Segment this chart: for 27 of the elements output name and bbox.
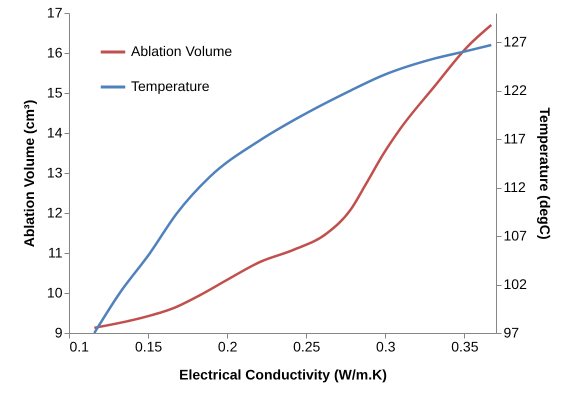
x-axis-title: Electrical Conductivity (W/m.K) [179,366,387,382]
y-tick-label: 11 [48,244,63,260]
y2-tick-label: 107 [504,228,528,244]
y-tick-label: 17 [46,4,63,20]
x-tick-label: 0.2 [218,338,238,354]
y-tick-label: 10 [46,284,63,300]
y-tick-label: 12 [46,204,63,220]
y2-tick-label: 102 [504,276,528,292]
legend-label: Ablation Volume [131,43,232,59]
x-tick-label: 0.15 [134,338,162,354]
y-tick-label: 15 [46,84,63,100]
legend-label: Temperature [131,78,210,94]
y2-tick-label: 127 [504,34,528,50]
y-tick-label: 16 [46,44,63,60]
y-tick-label: 14 [46,124,63,140]
y-tick-label: 9 [54,324,63,340]
y2-tick-label: 112 [504,179,526,196]
x-tick-label: 0.1 [70,338,90,354]
y-tick-label: 13 [46,164,63,180]
y2-axis-title: Temperature (degC) [536,108,553,240]
x-tick-label: 0.3 [376,338,396,354]
y2-tick-label: 122 [504,82,528,98]
x-tick-label: 0.25 [293,338,321,354]
y2-tick-label: 97 [504,324,520,340]
y-axis-title: Ablation Volume (cm³) [20,100,37,248]
y2-tick-label: 117 [504,130,526,147]
x-tick-label: 0.35 [451,338,479,354]
